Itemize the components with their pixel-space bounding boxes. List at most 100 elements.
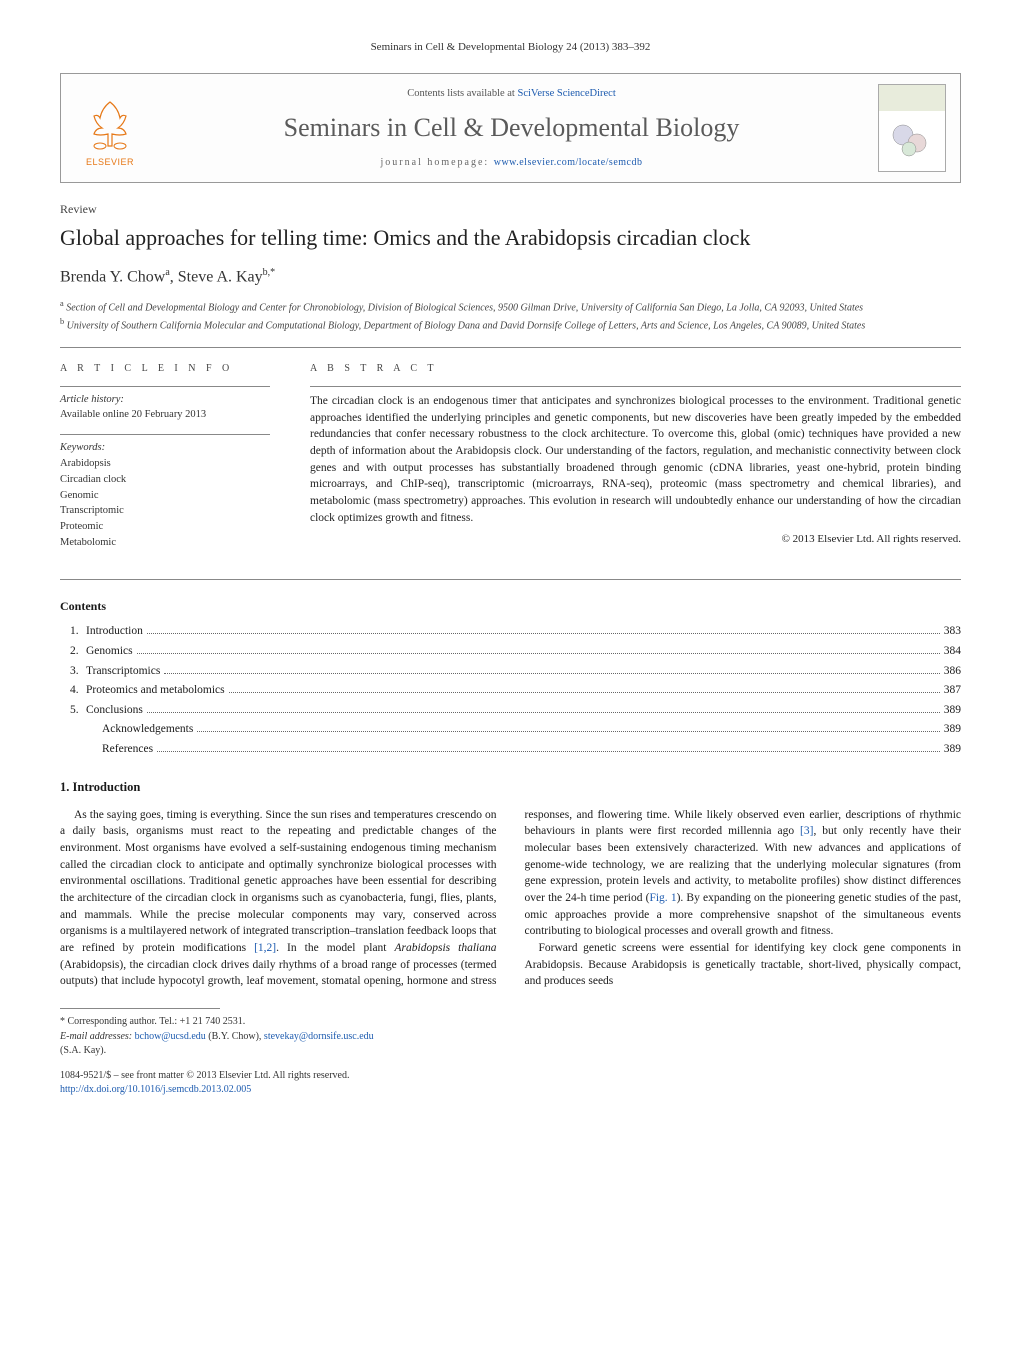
keyword-item: Metabolomic [60,535,270,551]
toc-title: References [102,740,153,760]
article-history-block: Article history: Available online 20 Feb… [60,386,270,422]
toc-num: 2. [60,642,86,662]
author-2-sup: b,* [263,267,276,278]
journal-cover-thumb [878,84,946,172]
divider [60,347,961,348]
email-attribution: (S.A. Kay). [60,1044,492,1059]
toc-title: Genomics [86,642,133,662]
author-1-sup: a [165,267,169,278]
body-text: . In the model plant [276,942,394,954]
homepage-prefix: journal homepage: [381,157,494,168]
contents-available-line: Contents lists available at SciVerse Sci… [159,87,864,102]
cover-art-icon [889,121,935,161]
body-text-columns: As the saying goes, timing is everything… [60,807,961,990]
toc-page: 387 [944,681,961,701]
journal-homepage-line: journal homepage: www.elsevier.com/locat… [159,156,864,170]
footnote-divider [60,1008,220,1009]
email-attribution: (B.Y. Chow), [208,1031,261,1042]
figure-link[interactable]: Fig. 1 [649,892,676,904]
toc-row: Acknowledgements 389 [60,720,961,740]
email-link[interactable]: bchow@ucsd.edu [135,1031,206,1042]
toc-dots [157,751,940,752]
divider [60,579,961,580]
sciencedirect-link[interactable]: SciVerse ScienceDirect [517,88,615,99]
toc-page: 389 [944,740,961,760]
history-label: Article history: [60,393,270,408]
toc-row: 4. Proteomics and metabolomics 387 [60,681,961,701]
elsevier-logo-text: ELSEVIER [86,156,134,169]
toc-title: Proteomics and metabolomics [86,681,225,701]
info-abstract-row: a r t i c l e i n f o Article history: A… [60,362,961,563]
citation-link[interactable]: [3] [800,825,813,837]
contents-available-prefix: Contents lists available at [407,88,517,99]
abstract-heading: a b s t r a c t [310,362,961,376]
section-1-heading: 1. Introduction [60,779,961,797]
abstract-copyright: © 2013 Elsevier Ltd. All rights reserved… [310,532,961,547]
toc-page: 384 [944,642,961,662]
article-title: Global approaches for telling time: Omic… [60,224,961,252]
issn-line: 1084-9521/$ – see front matter © 2013 El… [60,1069,492,1083]
bottom-meta: 1084-9521/$ – see front matter © 2013 El… [60,1069,492,1097]
toc-num: 1. [60,622,86,642]
keyword-item: Circadian clock [60,472,270,488]
doi-link[interactable]: http://dx.doi.org/10.1016/j.semcdb.2013.… [60,1084,251,1095]
species-name: Arabidopsis thaliana [395,942,497,954]
keywords-block: Keywords: Arabidopsis Circadian clock Ge… [60,434,270,550]
journal-title: Seminars in Cell & Developmental Biology [159,110,864,146]
keyword-item: Proteomic [60,519,270,535]
contents-heading: Contents [60,598,961,615]
toc-num: 5. [60,701,86,721]
history-value: Available online 20 February 2013 [60,408,270,423]
toc-row: 2. Genomics 384 [60,642,961,662]
author-1: Brenda Y. Chow [60,268,165,285]
affil-a-sup: a [60,299,64,308]
journal-header-box: ELSEVIER Contents lists available at Sci… [60,73,961,183]
article-type: Review [60,201,961,218]
toc-row: 5. Conclusions 389 [60,701,961,721]
affiliations: a Section of Cell and Developmental Biol… [60,298,961,333]
toc-dots [137,653,940,654]
toc-num: 3. [60,662,86,682]
corresponding-author-note: * Corresponding author. Tel.: +1 21 740 … [60,1015,492,1030]
article-info-col: a r t i c l e i n f o Article history: A… [60,362,270,563]
author-2: Steve A. Kay [178,268,263,285]
article-info-heading: a r t i c l e i n f o [60,362,270,376]
toc-dots [147,712,940,713]
keyword-item: Arabidopsis [60,456,270,472]
email-link[interactable]: stevekay@dornsife.usc.edu [264,1031,374,1042]
table-of-contents: 1. Introduction 383 2. Genomics 384 3. T… [60,622,961,759]
body-text: As the saying goes, timing is everything… [60,809,497,954]
toc-title: Acknowledgements [102,720,193,740]
keyword-item: Transcriptomic [60,503,270,519]
toc-row: 3. Transcriptomics 386 [60,662,961,682]
footnotes: * Corresponding author. Tel.: +1 21 740 … [60,1015,492,1059]
homepage-link[interactable]: www.elsevier.com/locate/semcdb [494,157,643,168]
elsevier-tree-icon [80,94,140,154]
toc-title: Introduction [86,622,143,642]
authors-line: Brenda Y. Chowa, Steve A. Kayb,* [60,266,961,289]
abstract-text: The circadian clock is an endogenous tim… [310,386,961,526]
affil-b-sup: b [60,317,64,326]
affil-b: University of Southern California Molecu… [67,320,866,331]
toc-row: References 389 [60,740,961,760]
toc-page: 389 [944,701,961,721]
abstract-col: a b s t r a c t The circadian clock is a… [310,362,961,563]
keywords-list: Arabidopsis Circadian clock Genomic Tran… [60,456,270,551]
toc-title: Conclusions [86,701,143,721]
elsevier-logo: ELSEVIER [75,88,145,168]
header-center: Contents lists available at SciVerse Sci… [159,87,864,170]
email-line: E-mail addresses: bchow@ucsd.edu (B.Y. C… [60,1030,492,1045]
toc-row: 1. Introduction 383 [60,622,961,642]
toc-page: 386 [944,662,961,682]
email-label: E-mail addresses: [60,1031,132,1042]
toc-title: Transcriptomics [86,662,160,682]
body-paragraph: Forward genetic screens were essential f… [525,940,962,990]
keywords-label: Keywords: [60,441,270,456]
toc-dots [197,731,939,732]
toc-dots [229,692,940,693]
running-header: Seminars in Cell & Developmental Biology… [60,40,961,55]
toc-page: 389 [944,720,961,740]
toc-dots [147,633,940,634]
keyword-item: Genomic [60,488,270,504]
citation-link[interactable]: [1,2] [254,942,276,954]
